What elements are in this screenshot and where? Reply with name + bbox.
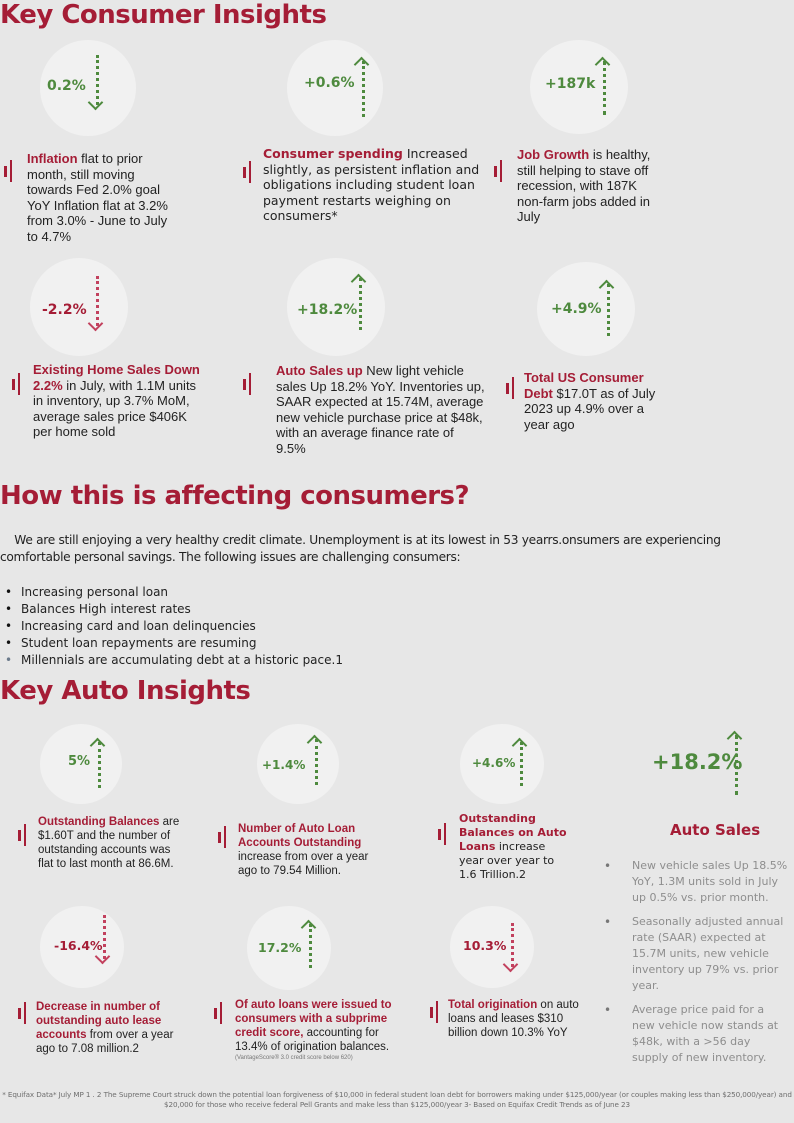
metric-value: 0.2%: [47, 78, 86, 94]
auto-sales-title: Auto Sales: [670, 821, 761, 839]
metric-circle: [287, 258, 385, 356]
bar-marker-icon: [494, 160, 504, 182]
metric-circle: [460, 724, 544, 804]
trend-down-arrow-icon: [87, 55, 107, 117]
trend-up-arrow-icon: [306, 733, 326, 787]
trend-up-arrow-icon: [598, 278, 618, 338]
list-item: Balances High interest rates: [0, 601, 343, 618]
metric-circle: [30, 258, 128, 356]
metric-circle: [40, 906, 124, 988]
bar-marker-icon: [214, 1002, 224, 1024]
bar-marker-icon: [18, 824, 28, 846]
bar-marker-icon: [438, 823, 448, 845]
list-item: Student loan repayments are resuming: [0, 635, 343, 652]
affecting-paragraph: We are still enjoying a very healthy cre…: [0, 533, 725, 564]
insight-text: Job Growth is healthy, still helping to …: [517, 147, 651, 224]
metric-circle: [450, 906, 534, 988]
bar-marker-icon: [4, 160, 14, 182]
auto-sales-bullets: New vehicle sales Up 18.5% YoY, 1.3M uni…: [604, 858, 789, 1074]
insight-text: Number of Auto Loan Accounts Outstanding…: [238, 823, 369, 877]
metric-circle: [247, 906, 331, 990]
bar-marker-icon: [430, 1001, 440, 1023]
consumer-insights-title: Key Consumer Insights: [0, 0, 327, 30]
list-item: Millennials are accumulating debt at a h…: [0, 652, 343, 669]
metric-value: +4.9%: [551, 301, 602, 317]
insight-text: Auto Sales up New light vehicle sales Up…: [276, 363, 485, 456]
insight-text: Outstanding Balances on Auto Loans incre…: [459, 812, 567, 881]
metric-value: 5%: [68, 754, 91, 769]
insight-text: Of auto loans were issued to consumers w…: [235, 998, 395, 1063]
list-item: New vehicle sales Up 18.5% YoY, 1.3M uni…: [604, 858, 789, 906]
trend-up-arrow-icon: [594, 55, 614, 117]
bar-marker-icon: [506, 377, 516, 399]
metric-circle: [530, 40, 628, 134]
trend-up-arrow-icon: [89, 736, 109, 790]
bar-marker-icon: [243, 161, 253, 183]
auto-sales-metric: +18.2%: [652, 750, 743, 774]
metric-value: +1.4%: [262, 758, 306, 772]
list-item: Increasing personal loan: [0, 584, 343, 601]
metric-circle: [40, 724, 122, 804]
metric-value: -16.4%: [54, 938, 103, 953]
trend-down-arrow-icon: [502, 923, 522, 975]
metric-value: 17.2%: [258, 940, 302, 955]
auto-insights-title: Key Auto Insights: [0, 676, 251, 706]
trend-up-arrow-icon: [726, 729, 746, 797]
trend-up-arrow-icon: [353, 55, 373, 119]
consumer-issues-list: Increasing personal loan Balances High i…: [0, 584, 343, 669]
insight-text: Outstanding Balances are $1.60T and the …: [38, 816, 180, 870]
list-item: Seasonally adjusted annual rate (SAAR) e…: [604, 914, 789, 994]
trend-up-arrow-icon: [350, 272, 370, 332]
insight-text: Consumer spending Increased slightly, as…: [263, 146, 480, 223]
insight-text: Existing Home Sales Down 2.2% in July, w…: [33, 362, 200, 439]
trend-down-arrow-icon: [87, 276, 107, 338]
bar-marker-icon: [18, 1002, 28, 1024]
trend-up-arrow-icon: [300, 918, 320, 970]
metric-value: 10.3%: [463, 938, 507, 953]
metric-value: +187k: [545, 76, 596, 92]
trend-up-arrow-icon: [511, 736, 531, 788]
trend-down-arrow-icon: [94, 915, 114, 969]
insight-text: Total origination on auto loans and leas…: [448, 999, 579, 1039]
list-item: Average price paid for a new vehicle now…: [604, 1002, 789, 1066]
bar-marker-icon: [218, 826, 228, 848]
vantagescore-note: (VantageScore® 3.0 credit score below 62…: [235, 1055, 353, 1061]
metric-circle: [257, 724, 339, 804]
insight-text: Total US Consumer Debt $17.0T as of July…: [524, 370, 656, 432]
metric-circle: [40, 40, 136, 136]
bar-marker-icon: [12, 373, 22, 395]
metric-value: +0.6%: [304, 75, 355, 91]
metric-value: -2.2%: [42, 302, 87, 318]
list-item: Increasing card and loan delinquencies: [0, 618, 343, 635]
footnote: * Equifax Data* July MP 1 . 2 The Suprem…: [2, 1090, 792, 1109]
metric-value: +4.6%: [472, 756, 516, 770]
affecting-consumers-title: How this is affecting consumers?: [0, 481, 470, 511]
metric-value: +18.2%: [297, 302, 358, 318]
insight-text: Decrease in number of outstanding auto l…: [36, 1001, 174, 1055]
metric-circle: [537, 262, 635, 356]
metric-circle: [287, 40, 383, 136]
bar-marker-icon: [243, 373, 253, 395]
insight-text: Inflation flat to prior month, still mov…: [27, 151, 168, 244]
